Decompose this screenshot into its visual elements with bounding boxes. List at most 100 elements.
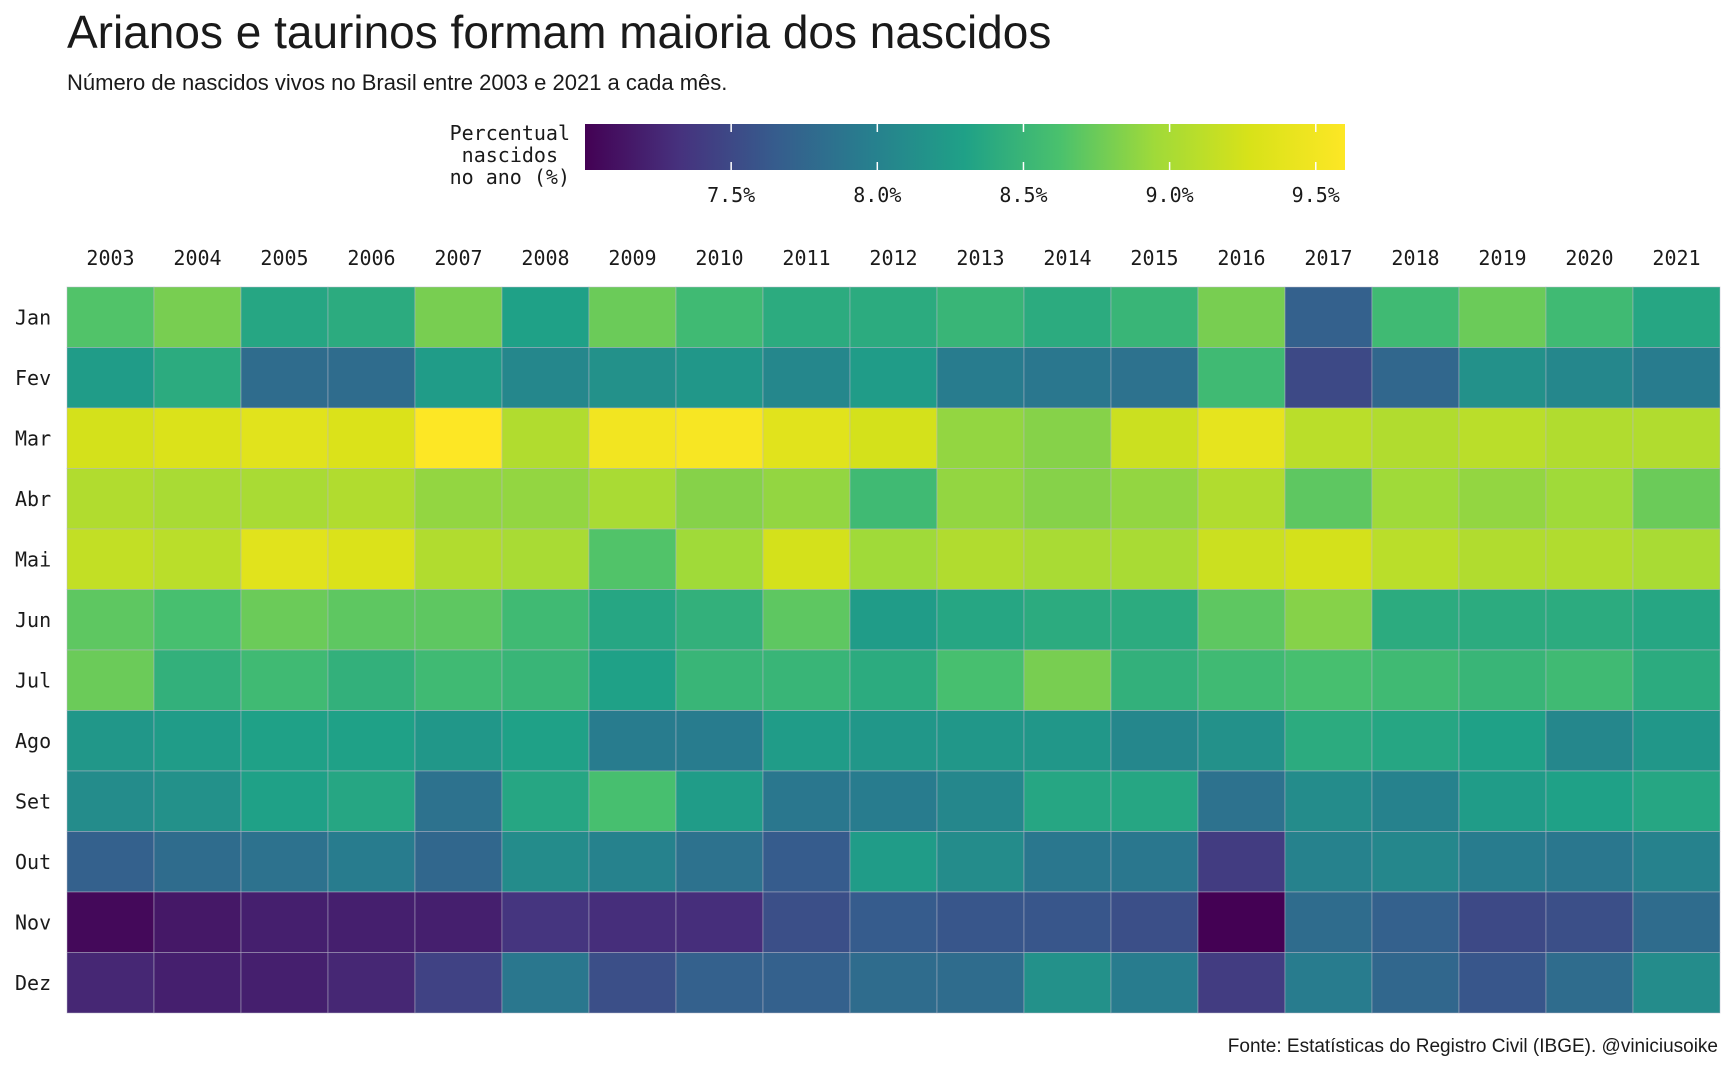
- heatmap-cell: [327, 649, 416, 711]
- heatmap-cell: [240, 770, 329, 832]
- heatmap-cell: [1023, 589, 1112, 651]
- heatmap-cell: [1023, 649, 1112, 711]
- heatmap-cell: [588, 770, 677, 832]
- heatmap-cell: [1458, 710, 1547, 772]
- heatmap-cell: [1197, 649, 1286, 711]
- heatmap-cell: [1458, 649, 1547, 711]
- y-tick-label: Dez: [15, 971, 51, 995]
- heatmap-cell: [588, 710, 677, 772]
- heatmap-cell: [1197, 347, 1286, 409]
- heatmap-cell: [1545, 891, 1634, 953]
- color-legend: Percentual nascidos no ano (%) 7.5% 8.0% 8…: [450, 121, 1345, 207]
- heatmap-cell: [1458, 952, 1547, 1014]
- heatmap-cell: [849, 407, 938, 469]
- heatmap-cell: [588, 528, 677, 590]
- heatmap-cell: [1110, 952, 1199, 1014]
- heatmap-cell: [240, 952, 329, 1014]
- heatmap-cell: [1110, 891, 1199, 953]
- heatmap-cell: [849, 952, 938, 1014]
- heatmap-cell: [327, 710, 416, 772]
- heatmap-cell: [1458, 831, 1547, 893]
- heatmap-cell: [1545, 710, 1634, 772]
- heatmap-cell: [1023, 831, 1112, 893]
- heatmap-cell: [327, 891, 416, 953]
- heatmap-cell: [1545, 347, 1634, 409]
- heatmap-cell: [240, 710, 329, 772]
- heatmap-cell: [1458, 770, 1547, 832]
- heatmap-cell: [1545, 770, 1634, 832]
- heatmap-cell: [66, 710, 155, 772]
- heatmap-cell: [1284, 831, 1373, 893]
- heatmap-cell: [1632, 407, 1721, 469]
- x-tick-label: 2010: [695, 246, 743, 270]
- heatmap-cells: [66, 286, 1721, 1014]
- heatmap-cell: [66, 407, 155, 469]
- heatmap-cell: [501, 528, 590, 590]
- heatmap-cell: [1632, 468, 1721, 530]
- x-tick-label: 2018: [1391, 246, 1439, 270]
- heatmap-cell: [588, 347, 677, 409]
- heatmap-cell: [588, 831, 677, 893]
- colorbar-ticks: 7.5% 8.0% 8.5% 9.0% 9.5%: [707, 124, 1340, 207]
- heatmap-cell: [1458, 891, 1547, 953]
- x-tick-label: 2016: [1217, 246, 1265, 270]
- heatmap-cell: [327, 589, 416, 651]
- heatmap-cell: [1197, 891, 1286, 953]
- legend-title-line-2: nascidos: [462, 143, 558, 167]
- heatmap-cell: [153, 891, 242, 953]
- heatmap-cell: [240, 347, 329, 409]
- heatmap-cell: [501, 649, 590, 711]
- heatmap-cell: [1197, 407, 1286, 469]
- heatmap-cell: [1545, 407, 1634, 469]
- heatmap-cell: [762, 952, 851, 1014]
- heatmap-cell: [153, 286, 242, 348]
- heatmap-cell: [414, 649, 503, 711]
- heatmap-cell: [240, 891, 329, 953]
- heatmap-cell: [1110, 347, 1199, 409]
- heatmap-cell: [1371, 468, 1460, 530]
- legend-title-line-3: no ano (%): [450, 165, 570, 189]
- heatmap-cell: [414, 952, 503, 1014]
- y-tick-label: Ago: [15, 729, 51, 753]
- heatmap-cell: [936, 831, 1025, 893]
- heatmap-cell: [1545, 952, 1634, 1014]
- heatmap-cell: [1023, 286, 1112, 348]
- heatmap-cell: [153, 710, 242, 772]
- x-tick-label: 2009: [608, 246, 656, 270]
- heatmap-cell: [1284, 649, 1373, 711]
- x-tick-label: 2015: [1130, 246, 1178, 270]
- heatmap-cell: [66, 770, 155, 832]
- heatmap-cell: [1545, 528, 1634, 590]
- x-axis-labels: 2003 2004 2005 2006 2007 2008 2009 2010 2011 2012…: [86, 246, 1700, 270]
- heatmap-cell: [1545, 468, 1634, 530]
- heatmap-cell: [1197, 710, 1286, 772]
- heatmap-cell: [501, 952, 590, 1014]
- y-tick-label: Abr: [15, 487, 51, 511]
- heatmap-cell: [1023, 952, 1112, 1014]
- heatmap-cell: [414, 528, 503, 590]
- heatmap-cell: [414, 770, 503, 832]
- heatmap-cell: [936, 710, 1025, 772]
- colorbar-tick-label: 8.5%: [999, 183, 1047, 207]
- colorbar-tick-label: 9.0%: [1146, 183, 1194, 207]
- heatmap-cell: [66, 286, 155, 348]
- heatmap-cell: [327, 952, 416, 1014]
- heatmap-cell: [762, 468, 851, 530]
- heatmap-cell: [66, 347, 155, 409]
- y-tick-label: Jun: [15, 608, 51, 632]
- heatmap-cell: [66, 952, 155, 1014]
- heatmap-cell: [501, 710, 590, 772]
- heatmap-cell: [1023, 347, 1112, 409]
- colorbar-tick-label: 8.0%: [853, 183, 901, 207]
- heatmap-cell: [675, 649, 764, 711]
- heatmap-cell: [1545, 286, 1634, 348]
- x-tick-label: 2017: [1304, 246, 1352, 270]
- heatmap-cell: [153, 468, 242, 530]
- colorbar-tick-label: 9.5%: [1292, 183, 1340, 207]
- chart-subtitle: Número de nascidos vivos no Brasil entre…: [67, 70, 727, 95]
- heatmap-cell: [936, 347, 1025, 409]
- heatmap-cell: [849, 710, 938, 772]
- heatmap-cell: [1371, 770, 1460, 832]
- heatmap-cell: [675, 286, 764, 348]
